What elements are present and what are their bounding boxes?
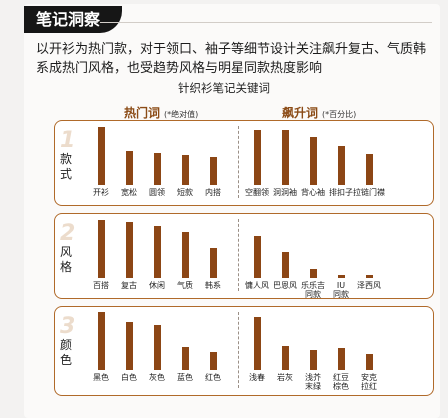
bar-1-hot-1	[97, 127, 105, 185]
bar-3-hot-5	[209, 352, 217, 370]
tick-label-2-hot-2: 复古	[121, 281, 137, 290]
row-number-3: 3	[60, 314, 76, 339]
bar-1-hot-4	[181, 155, 189, 185]
tick-label-1-rising-3: 背心袖	[301, 188, 325, 197]
row-label-color: 颜色	[59, 338, 72, 367]
tick-label-3-rising-1: 浅春	[249, 373, 265, 382]
hot-words-label: 热门词	[124, 106, 161, 120]
rising-words-label: 飙升词	[282, 106, 319, 120]
tick-label-1-hot-3: 圆领	[149, 188, 165, 197]
tick-label-1-hot-4: 短款	[177, 188, 193, 197]
tick-label-1-rising-5: 拉链门襟	[353, 188, 385, 197]
bar-2-rising-3	[309, 269, 317, 278]
row-label-style: 款式	[59, 152, 72, 181]
tick-label-2-rising-1: 慵人风	[245, 281, 269, 290]
bar-2-hot-5	[209, 248, 217, 278]
row-number-1: 1	[60, 128, 76, 153]
tick-label-1-rising-2: 洞洞袖	[273, 188, 297, 197]
tick-label-2-hot-1: 百搭	[93, 281, 109, 290]
column-divider-3	[238, 312, 239, 388]
bar-3-hot-2	[125, 322, 133, 370]
hot-words-note: (*绝对值)	[164, 110, 199, 119]
bar-3-rising-1	[253, 317, 261, 370]
bar-3-hot-3	[153, 325, 161, 370]
column-divider-1	[238, 126, 239, 198]
row-label-look: 风格	[59, 245, 72, 274]
intro-text: 以开衫为热门款，对于领口、袖子等细节设计关注飙升复古、气质韩系成热门风格，也受趋…	[36, 42, 427, 76]
tick-label-1-hot-2: 宽松	[121, 188, 137, 197]
tick-label-2-rising-5: 泽西风	[357, 281, 381, 290]
bar-1-rising-1	[253, 130, 261, 185]
bar-2-hot-1	[97, 220, 105, 278]
tick-label-3-hot-5: 红色	[205, 373, 221, 382]
bar-3-rising-5	[365, 354, 373, 370]
rising-words-heading: 飙升词 (*百分比)	[282, 104, 356, 121]
bar-3-hot-1	[97, 312, 105, 370]
bar-3-hot-4	[181, 347, 189, 370]
tick-label-3-rising-5: 安克 拉红	[361, 373, 377, 391]
tick-label-3-rising-3: 浅芥 末绿	[305, 373, 321, 391]
bar-1-hot-2	[125, 151, 133, 185]
bar-2-rising-2	[281, 252, 289, 278]
bar-2-rising-1	[253, 236, 261, 278]
bar-1-rising-3	[309, 137, 317, 185]
tick-label-2-rising-4: IU 同款	[333, 281, 349, 299]
tick-label-1-rising-1: 空翻领	[245, 188, 269, 197]
tick-label-2-rising-2: 巴恩风	[273, 281, 297, 290]
bar-2-hot-4	[181, 232, 189, 278]
tick-label-3-hot-2: 白色	[121, 373, 137, 382]
row-number-2: 2	[60, 221, 76, 246]
tick-label-3-hot-4: 蓝色	[177, 373, 193, 382]
bar-1-hot-5	[209, 157, 217, 185]
bar-2-hot-3	[153, 226, 161, 278]
tick-label-3-hot-1: 黑色	[93, 373, 109, 382]
column-divider-2	[238, 219, 239, 291]
hot-words-heading: 热门词 (*绝对值)	[124, 104, 198, 121]
tick-label-2-rising-3: 乐乐吉 同款	[301, 281, 325, 299]
bar-3-rising-4	[337, 348, 345, 370]
rising-words-note: (*百分比)	[322, 110, 357, 119]
tick-label-1-hot-1: 开衫	[93, 188, 109, 197]
panel-look	[54, 213, 434, 299]
bar-3-rising-3	[309, 350, 317, 370]
bar-1-hot-3	[153, 153, 161, 185]
tick-label-3-rising-4: 红豆 棕色	[333, 373, 349, 391]
tick-label-1-rising-4: 排扣子	[329, 188, 353, 197]
section-tag: 笔记洞察	[24, 6, 123, 33]
bar-1-rising-4	[337, 146, 345, 185]
bar-2-rising-5	[365, 275, 373, 278]
bar-1-rising-2	[281, 130, 289, 185]
tick-label-1-hot-5: 内搭	[205, 188, 221, 197]
bar-2-rising-4	[337, 275, 345, 278]
tick-label-3-hot-3: 灰色	[149, 373, 165, 382]
tick-label-2-hot-4: 气质	[177, 281, 193, 290]
bar-2-hot-2	[125, 222, 133, 278]
tick-label-3-rising-2: 岩灰	[277, 373, 293, 382]
tick-label-2-hot-5: 韩系	[205, 281, 221, 290]
header-rule	[100, 22, 432, 23]
tick-label-2-hot-3: 休闲	[149, 281, 165, 290]
chart-subtitle: 针织衫笔记关键词	[178, 81, 270, 95]
bar-3-rising-2	[281, 346, 289, 370]
panel-color	[54, 306, 434, 396]
bar-1-rising-5	[365, 154, 373, 185]
